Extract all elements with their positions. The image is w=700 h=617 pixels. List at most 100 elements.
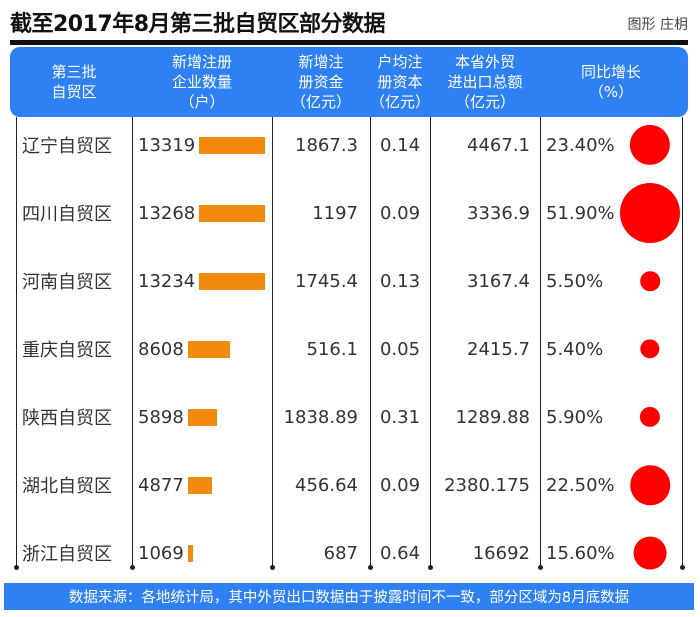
growth-circle [640, 271, 660, 291]
source-note: 数据来源：各地统计局，其中外贸出口数据由于披露时间不一致，部分区域为8月底数据 [4, 583, 694, 610]
cell-growth: 5.50% [546, 247, 626, 315]
cell-name: 四川自贸区 [22, 179, 132, 247]
firms-value: 13319 [138, 134, 196, 156]
trade-value: 3167.4 [467, 270, 530, 292]
firms-value: 1069 [138, 542, 184, 564]
cell-name: 重庆自贸区 [22, 315, 132, 383]
title-rule [10, 40, 688, 45]
avg-value: 0.09 [379, 202, 421, 224]
growth-circle [640, 339, 660, 359]
avg-value: 0.14 [379, 134, 421, 156]
growth-circle [630, 465, 670, 505]
cell-capital: 1197 [272, 179, 358, 247]
column-divider [270, 117, 275, 570]
avg-value: 0.31 [379, 406, 421, 428]
cell-name: 河南自贸区 [22, 247, 132, 315]
table-row: 河南自贸区 13234 1745.4 0.13 3167.4 5.50% [0, 247, 700, 315]
table-row: 浙江自贸区 1069 687 0.64 16692 15.60% [0, 519, 700, 587]
table-row: 辽宁自贸区 13319 1867.3 0.14 4467.1 23.40% [0, 111, 700, 179]
avg-value: 0.13 [379, 270, 421, 292]
growth-value: 23.40% [546, 134, 615, 156]
name-value: 重庆自贸区 [22, 340, 112, 361]
cell-growth: 5.90% [546, 383, 626, 451]
cell-capital: 1745.4 [272, 247, 358, 315]
capital-value: 1197 [312, 202, 358, 224]
cell-name: 辽宁自贸区 [22, 111, 132, 179]
cell-avg: 0.05 [370, 315, 430, 383]
table-row: 陕西自贸区 5898 1838.89 0.31 1289.88 5.90% [0, 383, 700, 451]
graphic-credit: 图形 庄枂 [627, 17, 688, 33]
column-header: 第三批 自贸区 [51, 63, 97, 101]
growth-circle [639, 406, 661, 428]
cell-trade: 16692 [430, 519, 530, 587]
name-value: 辽宁自贸区 [22, 136, 112, 157]
name-value: 浙江自贸区 [22, 544, 112, 565]
cell-trade: 4467.1 [430, 111, 530, 179]
cell-capital: 516.1 [272, 315, 358, 383]
cell-avg: 0.14 [370, 111, 430, 179]
cell-trade: 3336.9 [430, 179, 530, 247]
trade-value: 2380.175 [444, 474, 530, 496]
capital-value: 1745.4 [295, 270, 358, 292]
growth-value: 5.40% [546, 338, 604, 360]
column-divider [680, 117, 685, 570]
column-divider [368, 117, 373, 570]
firms-bar [199, 272, 265, 290]
column-header: 同比增长 （%） [580, 63, 641, 101]
cell-capital: 456.64 [272, 451, 358, 519]
cell-firms: 5898 [138, 383, 270, 451]
cell-firms: 13234 [138, 247, 270, 315]
capital-value: 687 [323, 542, 358, 564]
cell-firms: 8608 [138, 315, 270, 383]
cell-firms: 4877 [138, 451, 270, 519]
cell-growth: 5.40% [546, 315, 626, 383]
growth-circle [629, 124, 671, 166]
cell-growth: 15.60% [546, 519, 626, 587]
column-header: 本省外贸 进出口总额 （亿元） [447, 53, 523, 111]
cell-trade: 2380.175 [430, 451, 530, 519]
capital-value: 1867.3 [295, 134, 358, 156]
name-value: 河南自贸区 [22, 272, 112, 293]
growth-value: 5.90% [546, 406, 604, 428]
avg-value: 0.05 [379, 338, 421, 360]
column-header: 新增注 册资金 （亿元） [290, 53, 351, 111]
cell-name: 陕西自贸区 [22, 383, 132, 451]
trade-value: 3336.9 [467, 202, 530, 224]
growth-value: 51.90% [546, 202, 615, 224]
cell-firms: 13268 [138, 179, 270, 247]
table-header: 第三批 自贸区 新增注册 企业数量 （户） 新增注 册资金 （亿元） 户均注 册资本 … [10, 47, 688, 117]
cell-avg: 0.13 [370, 247, 430, 315]
growth-value: 5.50% [546, 270, 604, 292]
cell-avg: 0.64 [370, 519, 430, 587]
column-divider [130, 117, 135, 570]
page-title: 截至2017年8月第三批自贸区部分数据 [10, 12, 386, 37]
name-value: 四川自贸区 [22, 204, 112, 225]
cell-avg: 0.31 [370, 383, 430, 451]
growth-circle [620, 183, 680, 243]
cell-trade: 1289.88 [430, 383, 530, 451]
firms-bar [187, 340, 231, 358]
cell-growth: 51.90% [546, 179, 626, 247]
capital-value: 1838.89 [283, 406, 358, 428]
table-row: 湖北自贸区 4877 456.64 0.09 2380.175 22.50% [0, 451, 700, 519]
growth-value: 15.60% [546, 542, 615, 564]
column-header: 新增注册 企业数量 （户） [171, 53, 232, 111]
column-divider [428, 117, 433, 570]
trade-value: 4467.1 [467, 134, 530, 156]
cell-trade: 2415.7 [430, 315, 530, 383]
cell-firms: 13319 [138, 111, 270, 179]
trade-value: 1289.88 [455, 406, 530, 428]
table-row: 四川自贸区 13268 1197 0.09 3336.9 51.90% [0, 179, 700, 247]
firms-bar [199, 136, 266, 154]
trade-value: 16692 [472, 542, 530, 564]
cell-avg: 0.09 [370, 451, 430, 519]
cell-growth: 23.40% [546, 111, 626, 179]
avg-value: 0.64 [379, 542, 421, 564]
name-value: 湖北自贸区 [22, 476, 112, 497]
growth-circle [633, 536, 667, 570]
growth-value: 22.50% [546, 474, 615, 496]
cell-name: 湖北自贸区 [22, 451, 132, 519]
firms-bar [199, 204, 265, 222]
cell-name: 浙江自贸区 [22, 519, 132, 587]
capital-value: 456.64 [295, 474, 358, 496]
